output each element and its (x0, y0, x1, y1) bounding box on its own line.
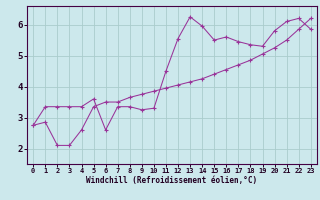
X-axis label: Windchill (Refroidissement éolien,°C): Windchill (Refroidissement éolien,°C) (86, 176, 258, 185)
